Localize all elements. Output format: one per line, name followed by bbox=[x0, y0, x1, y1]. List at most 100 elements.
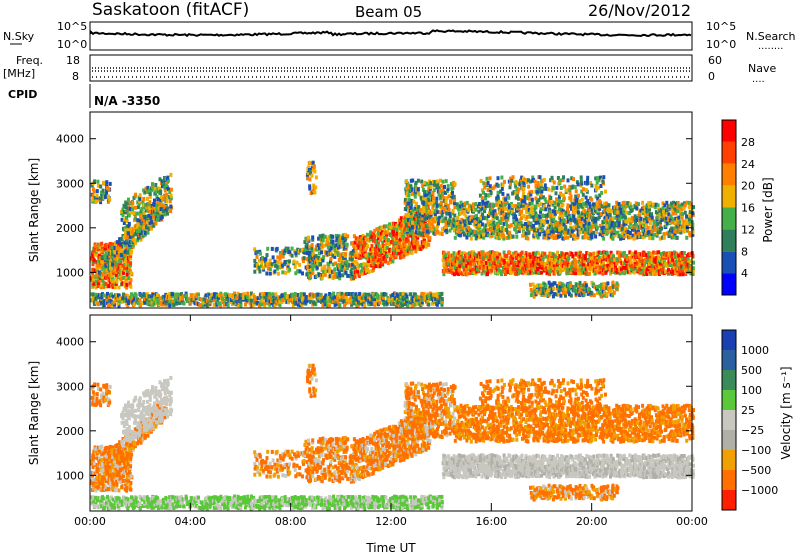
power-data-point bbox=[353, 274, 357, 279]
power-data-point bbox=[413, 194, 417, 199]
power-data-point bbox=[281, 263, 285, 268]
power-data-point bbox=[572, 234, 576, 239]
power-data-point bbox=[644, 223, 648, 228]
power-data-point bbox=[146, 230, 150, 235]
power-data-point bbox=[664, 223, 668, 228]
power-data-point bbox=[463, 208, 467, 213]
power-data-point bbox=[91, 279, 95, 284]
power-data-point bbox=[95, 193, 99, 198]
power-data-point bbox=[416, 244, 420, 249]
power-data-point bbox=[594, 223, 598, 228]
power-data-point bbox=[100, 274, 104, 279]
power-data-point bbox=[670, 253, 674, 258]
power-data-point bbox=[482, 181, 486, 186]
power-data-point bbox=[651, 255, 655, 259]
power-data-point bbox=[483, 215, 487, 220]
power-data-point bbox=[490, 259, 494, 264]
power-data-point bbox=[127, 224, 131, 229]
power-data-point bbox=[122, 292, 126, 297]
power-data-point bbox=[689, 271, 693, 276]
power-data-point bbox=[467, 220, 471, 225]
power-data-point bbox=[522, 231, 526, 235]
power-data-point bbox=[561, 202, 565, 207]
power-data-point bbox=[391, 240, 395, 245]
power-data-point bbox=[157, 297, 161, 302]
power-data-point bbox=[207, 299, 211, 304]
power-data-point bbox=[688, 231, 692, 235]
power-data-point bbox=[409, 184, 413, 189]
power-data-point bbox=[473, 252, 477, 257]
power-data-point bbox=[622, 265, 626, 270]
power-data-point bbox=[617, 223, 621, 228]
power-data-point bbox=[361, 272, 365, 276]
power-data-point bbox=[418, 244, 421, 249]
power-data-point bbox=[92, 267, 96, 272]
power-data-point bbox=[340, 261, 344, 266]
power-data-point bbox=[505, 235, 509, 240]
power-data-point bbox=[158, 177, 162, 182]
power-data-point bbox=[98, 265, 102, 270]
power-data-point bbox=[483, 261, 487, 266]
power-data-point bbox=[477, 221, 481, 226]
power-data-point bbox=[102, 272, 106, 277]
power-data-point bbox=[515, 234, 519, 239]
power-data-point bbox=[410, 192, 414, 196]
power-data-point bbox=[503, 179, 506, 184]
power-data-point bbox=[182, 301, 186, 306]
power-data-point bbox=[302, 256, 306, 261]
power-data-point bbox=[562, 175, 565, 180]
power-data-point bbox=[284, 270, 288, 275]
power-data-point bbox=[540, 263, 544, 268]
power-data-point bbox=[521, 223, 525, 228]
power-data-point bbox=[576, 232, 580, 237]
power-data-point bbox=[600, 190, 604, 195]
power-data-point bbox=[666, 264, 670, 268]
power-data-point bbox=[525, 180, 529, 185]
power-data-point bbox=[132, 237, 136, 242]
power-data-point bbox=[405, 223, 408, 227]
power-data-point bbox=[497, 268, 501, 273]
power-data-point bbox=[602, 220, 605, 225]
power-data-point bbox=[481, 232, 485, 237]
power-data-point bbox=[511, 234, 515, 239]
power-data-point bbox=[490, 211, 494, 216]
power-data-point bbox=[436, 210, 440, 215]
power-data-point bbox=[435, 200, 439, 205]
power-data-point bbox=[163, 205, 167, 209]
power-data-point bbox=[461, 229, 465, 234]
power-data-point bbox=[530, 214, 534, 219]
power-data-point bbox=[642, 205, 646, 210]
power-data-point bbox=[601, 271, 605, 276]
power-data-point bbox=[688, 212, 692, 217]
power-data-point bbox=[561, 236, 565, 241]
power-data-point bbox=[504, 197, 508, 202]
power-data-point bbox=[105, 268, 109, 273]
power-data-point bbox=[402, 234, 406, 239]
power-data-point bbox=[421, 187, 425, 192]
power-data-point bbox=[443, 268, 447, 273]
power-data-point bbox=[162, 300, 166, 305]
power-data-point bbox=[608, 225, 612, 230]
power-data-point bbox=[373, 234, 377, 239]
power-data-point bbox=[350, 262, 354, 267]
power-data-point bbox=[340, 243, 344, 248]
power-data-point bbox=[654, 202, 658, 207]
power-data-point bbox=[374, 256, 378, 261]
power-data-point bbox=[136, 297, 140, 302]
power-data-point bbox=[560, 261, 564, 266]
power-data-point bbox=[589, 228, 593, 233]
power-data-point bbox=[655, 265, 659, 270]
power-data-point bbox=[266, 246, 270, 251]
power-data-point bbox=[423, 190, 427, 195]
power-data-point bbox=[643, 251, 647, 256]
power-data-point bbox=[148, 209, 152, 214]
power-data-point bbox=[505, 212, 508, 217]
power-data-point bbox=[682, 251, 686, 256]
power-data-point bbox=[576, 202, 580, 207]
power-data-point bbox=[483, 209, 487, 214]
power-data-point bbox=[355, 262, 359, 266]
power-data-point bbox=[585, 251, 589, 256]
power-data-point bbox=[533, 255, 537, 260]
power-data-point bbox=[539, 209, 542, 214]
power-data-point bbox=[410, 250, 414, 255]
